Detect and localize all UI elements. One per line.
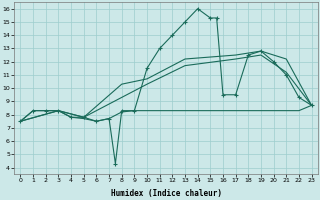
X-axis label: Humidex (Indice chaleur): Humidex (Indice chaleur) [110,189,221,198]
